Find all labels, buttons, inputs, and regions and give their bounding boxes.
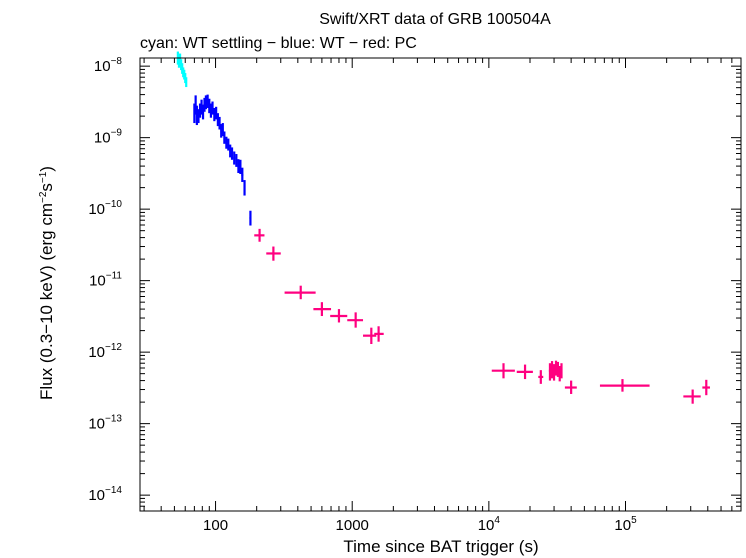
data-point xyxy=(204,95,208,110)
y-tick-label: 10−10 xyxy=(88,199,122,218)
data-point xyxy=(233,151,236,165)
data-point xyxy=(223,131,226,144)
data-point xyxy=(215,106,218,120)
data-point xyxy=(241,167,244,182)
data-point xyxy=(254,228,265,242)
data-point xyxy=(516,364,533,380)
data-point xyxy=(208,98,211,114)
y-axis-label: Flux (0.3−10 keV) (erg cm−2s−1) xyxy=(37,166,56,400)
data-point xyxy=(491,363,515,379)
data-points xyxy=(176,51,710,404)
data-point xyxy=(237,159,240,174)
data-point xyxy=(216,113,219,127)
data-point xyxy=(194,95,197,115)
data-point xyxy=(239,159,242,175)
data-point xyxy=(235,154,238,167)
y-tick-label: 10−14 xyxy=(88,485,122,504)
data-point xyxy=(225,136,228,149)
data-point xyxy=(374,326,384,342)
plot-frame xyxy=(139,57,742,512)
chart-title: Swift/XRT data of GRB 100504A xyxy=(319,11,551,28)
data-point xyxy=(266,246,281,261)
data-point xyxy=(554,360,558,376)
x-tick-label: 100 xyxy=(203,517,228,534)
data-point xyxy=(213,107,216,122)
y-tick-label: 10−11 xyxy=(89,271,122,290)
data-point xyxy=(229,144,232,158)
data-point xyxy=(599,379,650,392)
data-point xyxy=(221,123,224,137)
y-tick-label: 10−13 xyxy=(88,414,122,433)
x-tick-label: 104 xyxy=(478,515,501,534)
data-point xyxy=(548,363,552,381)
data-point xyxy=(284,285,316,300)
data-point xyxy=(564,380,577,394)
y-tick-label: 10−9 xyxy=(94,128,123,147)
data-point xyxy=(230,147,234,160)
data-point xyxy=(556,361,559,377)
data-point xyxy=(209,103,213,118)
x-tick-labels: 100 1000 104 105 xyxy=(203,515,637,534)
data-point xyxy=(243,180,246,196)
data-point xyxy=(218,116,221,130)
data-point xyxy=(363,327,377,344)
y-tick-labels: 10−8 10−9 10−10 10−11 10−12 10−13 10−14 xyxy=(88,56,122,504)
data-point xyxy=(206,94,209,108)
x-tick-label: 1000 xyxy=(336,517,369,534)
data-point xyxy=(538,370,544,384)
data-point xyxy=(249,210,252,226)
data-point xyxy=(330,309,348,323)
data-point xyxy=(197,109,200,124)
data-point xyxy=(560,363,563,379)
axis-ticks xyxy=(140,58,742,512)
data-point xyxy=(227,138,230,151)
data-point xyxy=(347,312,364,328)
data-point xyxy=(683,389,701,404)
data-point xyxy=(185,77,188,88)
data-point xyxy=(558,365,561,382)
data-point xyxy=(313,302,332,317)
y-tick-label: 10−12 xyxy=(88,342,122,361)
data-point xyxy=(211,101,214,115)
y-tick-label: 10−8 xyxy=(94,56,123,75)
x-tick-label: 105 xyxy=(614,515,637,534)
data-point xyxy=(702,379,710,396)
data-point xyxy=(198,103,202,118)
chart-subtitle: cyan: WT settling − blue: WT − red: PC xyxy=(140,35,417,52)
data-point xyxy=(195,105,198,126)
data-point xyxy=(552,364,556,381)
x-axis-label: Time since BAT trigger (s) xyxy=(343,537,538,556)
data-point xyxy=(550,361,554,379)
